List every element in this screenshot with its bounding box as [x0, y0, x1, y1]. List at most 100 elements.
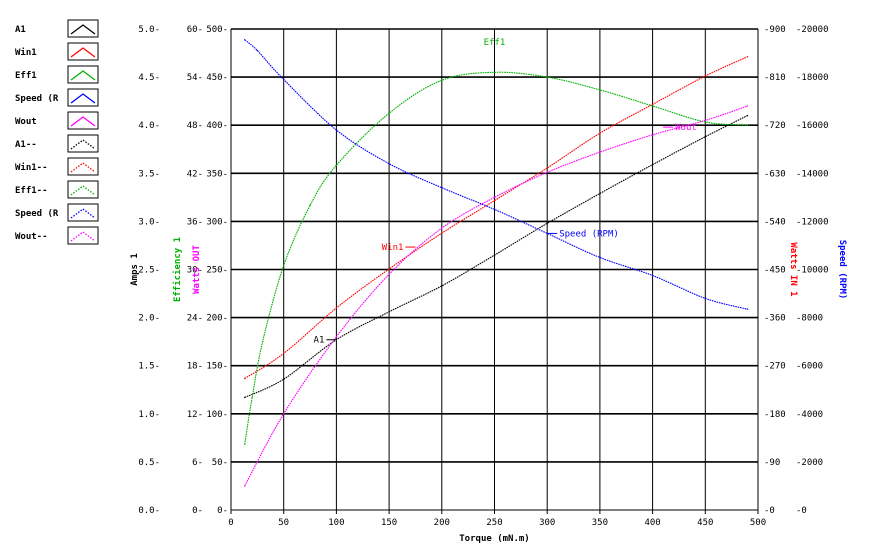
point-speed-rpm	[599, 256, 601, 259]
amps-tick-label: 0.5-	[138, 458, 160, 468]
speed-tick-label: -12000	[796, 217, 829, 227]
legend-swatch-line	[70, 139, 96, 150]
win-tick-label: -720	[764, 121, 786, 131]
x-tick-label: 100	[328, 518, 344, 528]
win-tick-label: -540	[764, 217, 786, 227]
win-tick-label: -0	[764, 506, 775, 516]
amps-axis-title: Amps 1	[130, 253, 140, 286]
x-tick-label: 200	[434, 518, 450, 528]
point-speed-rpm	[244, 39, 246, 41]
point-win1	[283, 352, 285, 355]
point-eff1	[388, 112, 390, 114]
point-a1	[244, 396, 246, 399]
win-axis-title: Watts IN 1	[788, 242, 798, 296]
point-a1	[388, 311, 390, 313]
point-speed-rpm	[256, 49, 259, 52]
legend-label: Wout--	[15, 232, 48, 242]
x-axis-title: Torque (mN.m)	[459, 534, 529, 544]
point-eff1	[244, 443, 246, 445]
legend-swatch-box	[67, 180, 99, 199]
amps-tick-label: 2.0-	[138, 314, 160, 324]
curves	[244, 39, 749, 487]
curve-win1	[244, 56, 748, 379]
point-a1	[493, 254, 496, 256]
point-wout	[704, 119, 706, 122]
legend-swatch-line	[70, 208, 96, 219]
point-win1	[244, 377, 246, 380]
legend-swatch-line	[70, 162, 96, 173]
grid	[231, 28, 759, 510]
speed-tick-label: -10000	[796, 266, 829, 276]
x-tick-label: 50	[278, 518, 289, 528]
amps-tick-label: 3.5-	[138, 169, 160, 179]
point-speed-rpm	[441, 187, 443, 189]
annotation-label: Eff1	[484, 38, 506, 48]
legend-swatch-box	[67, 42, 99, 61]
annotation-label: A1	[314, 336, 325, 346]
point-win1	[388, 268, 390, 270]
point-a1	[746, 114, 749, 117]
win-tick-label: -180	[764, 410, 786, 420]
point-win1	[441, 232, 443, 234]
x-tick-label: 400	[644, 518, 660, 528]
point-speed-rpm	[388, 162, 390, 165]
eff-tick-label: 60-	[187, 25, 203, 35]
win-tick-label: -810	[764, 73, 786, 83]
eff-tick-label: 30-	[187, 266, 203, 276]
x-tick-label: 150	[381, 518, 397, 528]
win-tick-label: -900	[764, 25, 786, 35]
point-wout	[335, 336, 338, 338]
win-tick-label: -360	[764, 314, 786, 324]
point-eff1	[441, 79, 443, 82]
legend: A1 Win1 Eff1 Speed (R Wout A1-- Win1-- Eff1-- Sp…	[15, 19, 99, 245]
legend-swatch-line	[70, 93, 96, 104]
point-a1	[651, 163, 654, 166]
point-eff1	[261, 340, 264, 343]
speed-tick-label: -0	[796, 506, 807, 516]
point-win1	[546, 167, 548, 169]
wout-tick-label: 300-	[206, 217, 228, 227]
wout-tick-label: 100-	[206, 410, 228, 420]
point-eff1	[651, 105, 654, 107]
axes: 0 50 100 150 200 250 300 350 400 450 500 Torque (mN…	[130, 25, 847, 544]
legend-swatch-box	[67, 134, 99, 153]
win-tick-label: -270	[764, 362, 786, 372]
legend-label: A1	[15, 25, 26, 35]
wout-tick-label: 450-	[206, 73, 228, 83]
legend-swatch-box	[67, 65, 99, 84]
amps-tick-label: 3.0-	[138, 217, 160, 227]
point-eff1	[546, 76, 548, 78]
point-speed-rpm	[704, 297, 706, 300]
eff-tick-label: 24-	[187, 314, 203, 324]
point-speed-rpm	[335, 129, 338, 131]
point-speed-rpm	[746, 308, 749, 310]
legend-label: A1--	[15, 140, 37, 150]
amps-tick-label: 4.0-	[138, 121, 160, 131]
legend-label: Win1--	[15, 162, 48, 173]
annotation-label: Speed (RPM)	[559, 229, 619, 239]
wout-tick-label: 50-	[212, 458, 228, 468]
amps-tick-label: 4.5-	[138, 73, 160, 83]
wout-tick-label: 150-	[206, 362, 228, 372]
point-a1	[283, 378, 285, 380]
eff-tick-label: 18-	[187, 362, 203, 372]
legend-swatch-box	[67, 111, 99, 130]
eff-axis-title: Efficiency 1	[172, 237, 183, 302]
x-tick-label: 350	[592, 518, 608, 528]
curve-speed-rpm	[244, 39, 748, 310]
point-speed-rpm	[651, 274, 654, 277]
win-tick-label: -450	[764, 266, 786, 276]
amps-tick-label: 1.5-	[138, 362, 160, 372]
legend-swatch-line	[70, 185, 96, 196]
speed-tick-label: -6000	[796, 362, 823, 372]
point-win1	[493, 199, 496, 202]
point-win1	[746, 56, 749, 58]
speed-tick-label: -8000	[796, 314, 823, 324]
x-tick-label: 450	[697, 518, 713, 528]
wout-tick-label: 200-	[206, 314, 228, 324]
legend-swatch-line	[70, 231, 96, 242]
eff-tick-label: 42-	[187, 169, 203, 179]
point-eff1	[599, 89, 601, 91]
point-win1	[704, 75, 706, 77]
point-wout	[244, 485, 246, 487]
